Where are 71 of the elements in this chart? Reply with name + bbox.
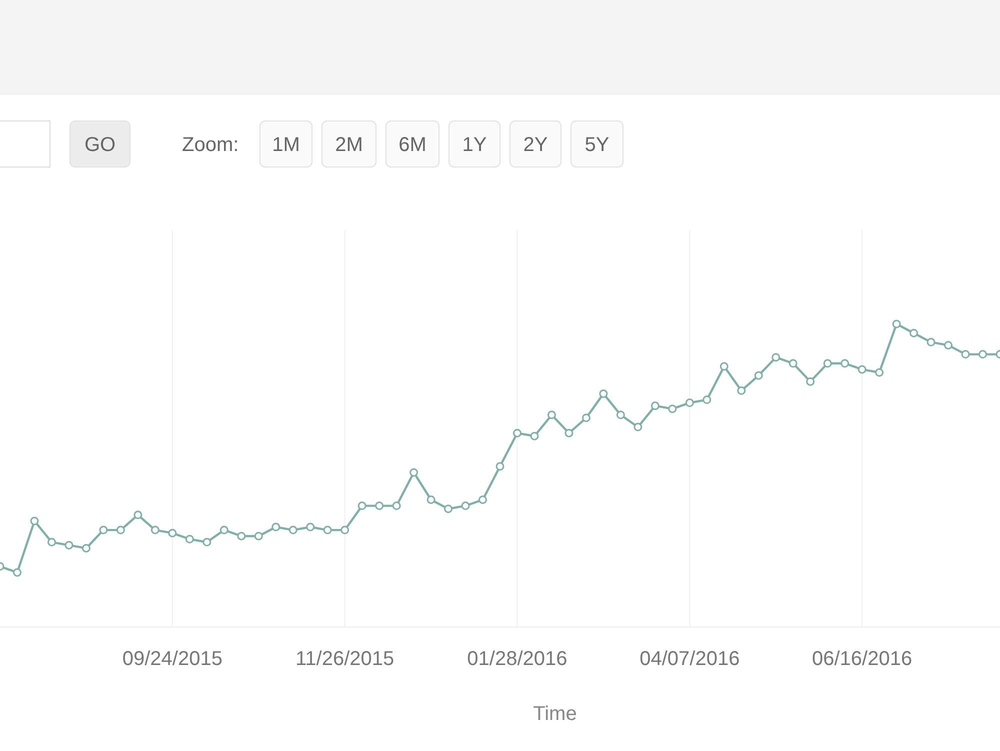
button[interactable]: 2Y (510, 120, 562, 168)
point (961, 350, 970, 359)
point (426, 495, 436, 504)
point (323, 526, 332, 534)
point (754, 371, 763, 380)
point (185, 534, 194, 544)
point (82, 544, 90, 552)
point (288, 526, 298, 534)
button[interactable]: 2M (322, 120, 376, 168)
point (599, 389, 608, 398)
button[interactable]: 6M (386, 120, 440, 168)
point (116, 526, 125, 534)
point (788, 359, 798, 368)
point (30, 516, 39, 526)
x-tick-label: 09/24/2015 (122, 648, 222, 670)
point (547, 410, 556, 420)
point (668, 404, 677, 414)
point (634, 422, 642, 432)
point (910, 328, 918, 338)
text: Zoom: (182, 134, 239, 156)
point (461, 502, 470, 510)
point (478, 495, 488, 504)
point (12, 568, 22, 577)
button[interactable]: 1M (260, 120, 312, 168)
point (858, 365, 866, 374)
point (944, 340, 953, 350)
point (150, 526, 160, 534)
point (496, 462, 504, 471)
x-tick-label: 11/26/2015 (296, 648, 394, 670)
point (720, 362, 728, 371)
x-tick-label: 06/16/2016 (812, 648, 912, 670)
point (823, 359, 832, 368)
point (358, 502, 366, 510)
point (272, 522, 280, 532)
point (134, 510, 142, 520)
point (737, 386, 746, 395)
point (650, 402, 660, 410)
point (685, 398, 694, 408)
point (202, 538, 212, 546)
point (840, 359, 850, 368)
point (875, 368, 884, 377)
point (444, 504, 453, 514)
x-axis-title: Time (533, 703, 577, 725)
x-tick-label: 01/28/2016 (467, 648, 568, 670)
point (168, 528, 177, 538)
button[interactable]: 1Y (448, 120, 500, 168)
point (306, 522, 315, 532)
x-tick-label: 04/07/2016 (640, 648, 740, 670)
point (702, 396, 712, 404)
point (772, 353, 780, 362)
point (392, 502, 401, 510)
point (530, 432, 539, 440)
point (926, 338, 936, 346)
point (582, 414, 590, 422)
button[interactable]: 5Y (570, 120, 624, 168)
point (220, 526, 228, 534)
point (978, 350, 988, 359)
point (99, 526, 108, 534)
point (254, 532, 263, 540)
point (892, 320, 901, 328)
point (237, 532, 246, 540)
point (47, 538, 56, 546)
point (64, 540, 74, 550)
point (512, 428, 522, 438)
point (564, 428, 574, 438)
point (806, 377, 815, 386)
point (616, 410, 625, 420)
button[interactable]: GO (70, 120, 130, 168)
point (340, 526, 350, 534)
point (375, 502, 384, 510)
point (410, 468, 418, 477)
